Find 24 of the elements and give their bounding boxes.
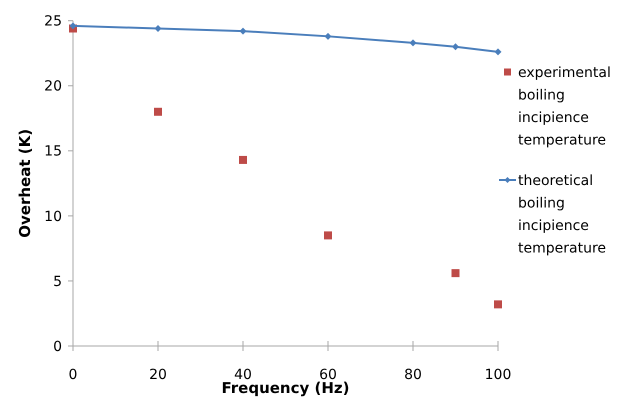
legend-label: experimental boiling incipience temperature (518, 64, 611, 148)
point (154, 108, 162, 116)
point (324, 231, 332, 240)
x-tick-label: 0 (68, 367, 78, 383)
y-tick-label: 0 (53, 338, 62, 355)
point (410, 39, 416, 46)
y-tick-label: 20 (44, 78, 62, 95)
y-tick-label: 25 (44, 14, 62, 30)
y-tick-label: 5 (53, 274, 62, 290)
point (494, 300, 502, 308)
point (494, 48, 502, 56)
point (240, 28, 246, 35)
point (154, 25, 162, 32)
point (239, 156, 247, 164)
x-tick-label: 80 (404, 367, 422, 383)
x-tick-label: 20 (149, 367, 167, 383)
y-axis-title: Overheat (K) (16, 128, 34, 238)
x-tick-label: 100 (484, 367, 512, 383)
point (324, 32, 332, 40)
legend-label: theoretical boiling incipience temperature (518, 172, 606, 256)
y-tick-label: 10 (44, 208, 62, 225)
y-tick-label: 15 (44, 144, 62, 160)
point (452, 43, 459, 50)
point (452, 269, 460, 278)
